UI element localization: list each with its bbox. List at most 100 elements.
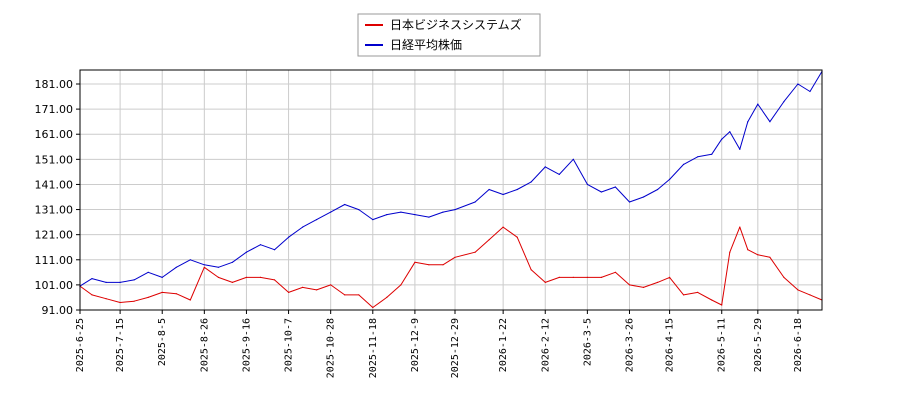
series-1-point (697, 156, 699, 158)
series-1-point (316, 219, 318, 221)
series-1-point (628, 201, 631, 203)
series-1-point (259, 244, 262, 246)
series-1-point (502, 193, 504, 196)
series-0-point (428, 264, 430, 266)
series-1-point (809, 90, 811, 93)
series-0-point (442, 264, 444, 266)
series-0-point (797, 289, 799, 291)
x-tick-label: 2026-6-18 (793, 318, 804, 372)
series-0-point (783, 276, 785, 278)
series-line-0 (79, 226, 823, 308)
y-tick-label: 101.00 (35, 279, 74, 292)
y-tick-label: 151.00 (35, 153, 74, 166)
series-0-point (669, 276, 671, 278)
series-1-point (400, 211, 402, 213)
y-tick-label: 91.00 (42, 304, 74, 317)
series-0-point (358, 294, 360, 296)
series-0-point (288, 291, 290, 293)
series-0-point (189, 299, 191, 301)
series-0-point (747, 249, 749, 251)
series-1-point (797, 83, 799, 85)
series-0-point (344, 294, 346, 296)
series-1-point (414, 214, 416, 216)
x-tick-label: 2026-1-22 (498, 318, 509, 372)
series-0-point (544, 281, 546, 283)
series-0-point (302, 286, 304, 288)
series-0-point (372, 306, 374, 309)
series-1-point (516, 188, 518, 191)
series-1-point (372, 219, 374, 221)
series-0-point (586, 276, 589, 278)
series-1-point (231, 261, 233, 263)
series-0-point (273, 279, 276, 281)
series-1-point (474, 201, 476, 203)
series-0-point (642, 286, 645, 288)
series-1-point (729, 131, 731, 133)
legend-label-1: 日経平均株価 (390, 37, 462, 52)
series-1-point (572, 158, 574, 160)
x-tick-label: 2026-5-11 (717, 318, 728, 372)
series-0-point (133, 300, 135, 302)
series-1-point (273, 249, 276, 251)
series-0-point (530, 269, 532, 271)
series-0-point (217, 276, 219, 278)
series-1-point (91, 278, 93, 280)
series-1-point (245, 251, 247, 253)
series-1-point (711, 153, 713, 155)
x-tick-label: 2025-10-7 (284, 318, 295, 372)
y-axis: 91.00 101.00 111.00 121.00 131.00 141.00 151.0… (35, 78, 80, 317)
series-0-point (203, 266, 205, 268)
x-tick-label: 2025-8-5 (157, 318, 168, 366)
y-tick-label: 111.00 (35, 254, 74, 267)
series-0-point (474, 251, 476, 253)
series-1-point (386, 214, 388, 216)
series-1-point (442, 211, 444, 213)
series-0-point (739, 226, 741, 228)
series-1-point (721, 138, 723, 140)
series-0-point (769, 256, 771, 258)
series-0-point (516, 236, 518, 238)
series-1-point (586, 183, 589, 185)
series-1-point (488, 188, 490, 191)
y-tick-label: 131.00 (35, 204, 74, 217)
series-1-point (217, 266, 219, 268)
x-axis: 2025-6-25 2025-7-15 2025-8-5 2025-8-26 2025-… (75, 310, 804, 378)
series-1-point (133, 279, 135, 281)
series-0-point (572, 276, 574, 278)
series-1-point (330, 211, 332, 213)
y-tick-label: 121.00 (35, 229, 74, 242)
series-0-point (147, 296, 149, 298)
x-tick-label: 2026-4-15 (665, 318, 676, 372)
series-1-point (288, 236, 290, 238)
series-0-point (721, 304, 723, 306)
legend-label-0: 日本ビジネスシステムズ (390, 17, 522, 32)
series-1-point (614, 186, 617, 188)
x-tick-label: 2026-5-29 (753, 318, 764, 372)
x-tick-label: 2025-12-29 (450, 318, 461, 378)
series-0-point (683, 294, 685, 296)
x-tick-label: 2025-6-25 (75, 318, 86, 372)
series-0-point (386, 296, 388, 298)
series-1-point (769, 121, 771, 123)
series-0-point (316, 289, 318, 291)
legend-box (357, 13, 541, 57)
series-0-point (628, 284, 631, 286)
y-tick-label: 181.00 (35, 78, 74, 91)
series-0-point (105, 298, 107, 300)
series-0-point (502, 226, 504, 228)
series-0-point (454, 256, 456, 258)
y-tick-label: 141.00 (35, 178, 74, 191)
series-1-point (600, 191, 603, 193)
series-1-point (119, 281, 121, 283)
y-tick-label: 171.00 (35, 103, 74, 116)
series-1-point (757, 103, 759, 105)
plot-frame (79, 69, 823, 311)
series-0-point (558, 276, 560, 278)
series-0-point (600, 276, 603, 278)
series-1-point (683, 163, 685, 165)
series-0-point (809, 294, 811, 296)
series-0-point (259, 276, 262, 278)
series-1-point (669, 178, 671, 180)
